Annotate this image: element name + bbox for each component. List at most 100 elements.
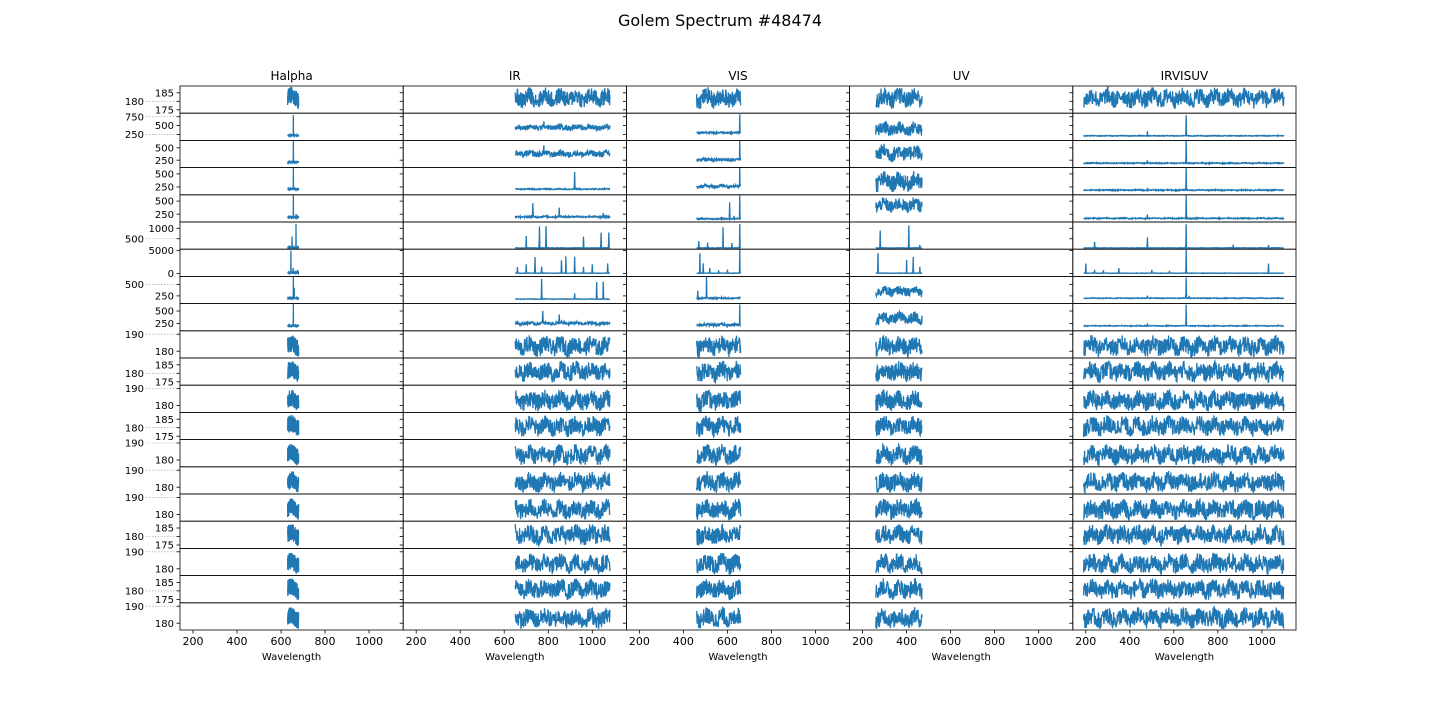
spectrum-line-vis-row-5 [696,194,742,222]
spectrum-line-halpha-row-14 [286,444,300,466]
spectrum-line-halpha-row-2 [287,114,300,139]
spectrum-line-uv-row-2 [875,120,923,137]
spectrum-line-irvisuv-row-4 [1083,167,1285,193]
y-tick-label: 180 [155,619,174,630]
y-tick-label: 190 [125,439,144,450]
y-tick-label: 175 [155,432,174,443]
y-tick-label: 250 [155,291,174,302]
spectrum-line-vis-row-13 [695,415,742,439]
panel-frame [1072,275,1297,304]
spectrum-line-halpha-row-5 [287,194,300,220]
x-tick-label: 200 [406,635,427,648]
y-tick-label: 500 [125,280,144,291]
spectrum-line-ir-row-6 [514,226,611,250]
panel-frame [179,167,404,196]
spectrum-line-uv-row-15 [875,471,923,494]
y-tick-label: 0 [168,269,174,280]
spectrum-line-halpha-row-9 [287,303,300,329]
panel-frame [626,221,851,250]
spectrum-line-irvisuv-row-6 [1083,224,1285,250]
y-tick-label: 190 [125,384,144,395]
spectrum-line-halpha-row-8 [287,276,300,301]
spectrum-line-ir-row-11 [514,360,611,383]
spectrum-line-vis-row-10 [695,335,742,358]
spectrum-line-ir-row-16 [514,498,611,520]
spectrum-line-vis-row-17 [695,523,742,546]
spectrum-line-vis-row-19 [695,579,742,601]
y-tick-label: 180 [155,483,174,494]
spectrum-line-halpha-row-10 [287,335,300,357]
spectrum-line-ir-row-3 [514,145,611,160]
spectrum-line-irvisuv-row-1 [1083,86,1285,110]
x-tick-label: 800 [761,635,782,648]
x-tick-label: 1000 [578,635,606,648]
x-tick-label: 1000 [1248,635,1276,648]
spectrum-line-uv-row-6 [875,225,923,250]
y-tick-label: 185 [155,88,174,99]
spectrum-line-halpha-row-20 [286,607,300,629]
spectrum-line-vis-row-4 [696,167,742,190]
y-tick-label: 180 [155,564,174,575]
y-tick-label: 180 [125,532,144,543]
spectrum-line-vis-row-1 [695,87,742,109]
spectrum-line-uv-row-8 [875,285,923,299]
spectrum-line-ir-row-13 [514,415,611,438]
panel-frame [1072,248,1297,277]
y-tick-label: 175 [155,105,174,116]
y-tick-label: 180 [155,510,174,521]
spectrum-line-irvisuv-row-8 [1083,277,1284,300]
spectrum-line-halpha-row-12 [287,390,300,411]
panel-frame [402,194,627,223]
x-tick-label: 800 [315,635,336,648]
x-tick-label: 800 [1207,635,1228,648]
x-tick-label: 800 [538,635,559,648]
x-tick-label: 400 [450,635,471,648]
panel-frame [402,221,627,250]
panel-frame [626,248,851,277]
x-tick-label: 600 [717,635,738,648]
panel-frame [1072,602,1297,631]
y-tick-label: 180 [155,347,174,358]
spectrum-line-irvisuv-row-2 [1083,115,1285,138]
y-tick-label: 250 [155,156,174,167]
y-tick-label: 500 [155,143,174,154]
y-tick-label: 175 [155,377,174,388]
x-axis-label: Wavelength [485,652,544,663]
spectrum-line-uv-row-3 [875,143,923,163]
spectrum-line-ir-row-5 [514,203,611,221]
column-title: IRVISUV [1161,69,1209,83]
panel-frame [626,167,851,196]
spectrum-line-ir-row-9 [514,310,611,328]
y-tick-label: 500 [155,307,174,318]
column-title: IR [509,69,521,83]
y-tick-label: 500 [155,169,174,180]
spectrum-line-uv-row-4 [875,171,923,193]
spectrum-line-vis-row-8 [696,276,742,302]
spectrum-line-uv-row-17 [875,524,923,545]
y-tick-label: 190 [125,602,144,613]
y-tick-label: 500 [155,197,174,208]
y-tick-label: 180 [125,423,144,434]
spectrum-line-irvisuv-row-16 [1082,497,1285,521]
x-tick-label: 1000 [355,635,383,648]
spectrum-line-ir-row-12 [514,389,611,412]
spectrum-line-uv-row-19 [875,577,923,600]
y-tick-label: 185 [155,578,174,589]
x-axis-label: Wavelength [708,652,767,663]
x-tick-label: 800 [984,635,1005,648]
spectrum-line-uv-row-14 [875,442,923,466]
y-tick-label: 180 [125,97,144,108]
y-tick-label: 190 [125,547,144,558]
spectrum-line-ir-row-20 [514,606,611,629]
spectrum-line-ir-row-4 [515,172,611,192]
spectrum-line-uv-row-11 [875,360,923,383]
x-tick-label: 1000 [1025,635,1053,648]
spectrum-line-ir-row-2 [514,121,611,133]
x-tick-label: 200 [182,635,203,648]
y-tick-label: 250 [155,210,174,221]
y-tick-label: 750 [125,112,144,123]
x-tick-label: 400 [673,635,694,648]
spectrum-line-halpha-row-13 [286,415,300,436]
spectrum-line-irvisuv-row-12 [1082,388,1285,412]
y-tick-label: 1000 [149,224,174,235]
